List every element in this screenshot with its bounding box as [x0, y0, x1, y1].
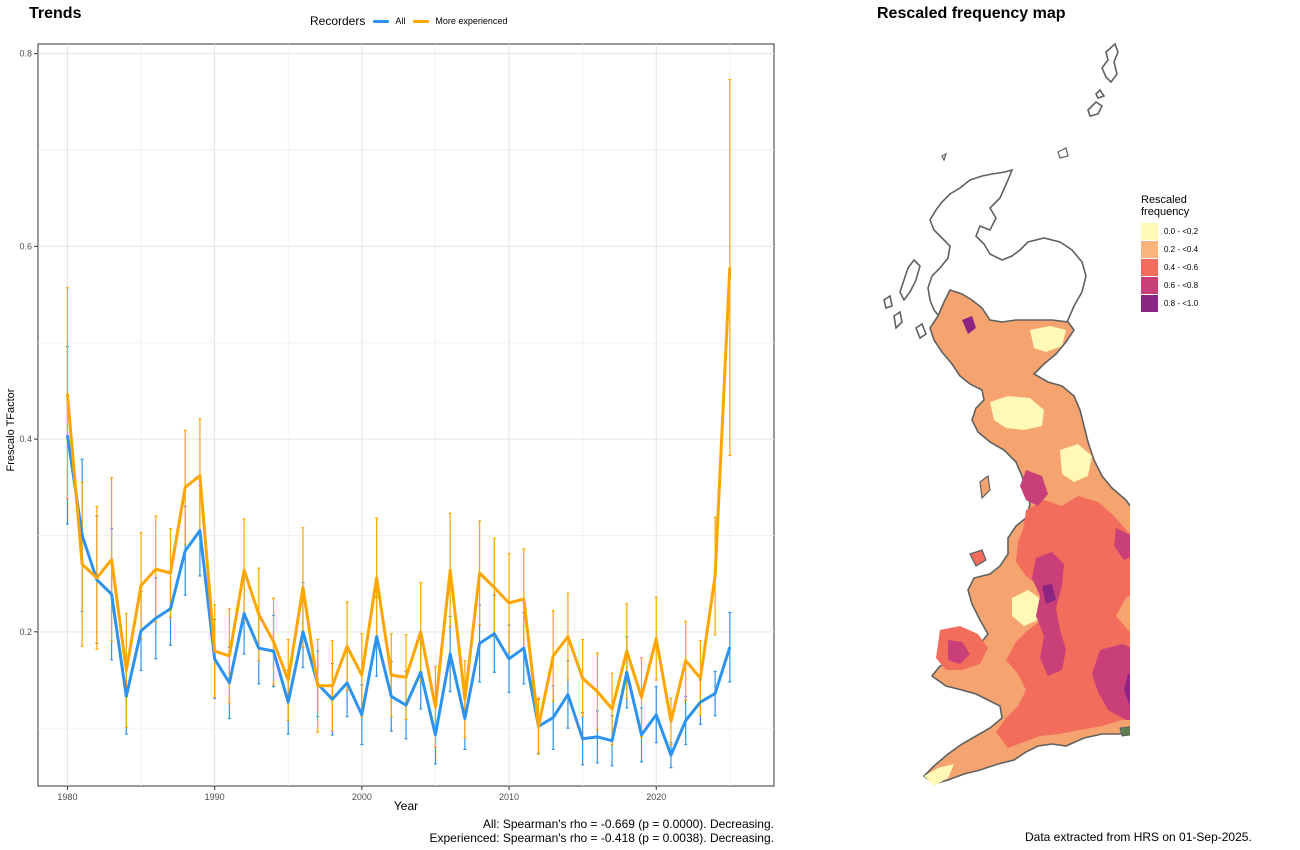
x-axis-label: Year [394, 799, 418, 813]
high-intensity-yorkshire [1114, 528, 1130, 560]
map-legend-item-0: 0.0 - <0.2 [1141, 222, 1198, 240]
x-tick-label: 2020 [646, 792, 666, 802]
map-legend-swatch-0 [1141, 222, 1158, 240]
y-tick-label: 0.8 [19, 49, 32, 59]
high-intensity-south [1092, 644, 1130, 720]
errorbar-more-experienced [728, 79, 732, 457]
errorbar-more-experienced [65, 287, 69, 500]
series-layer [65, 267, 732, 757]
map-legend-swatch-2 [1141, 258, 1158, 276]
map-legend: Rescaled frequency 0.0 - <0.2 0.2 - <0.4… [1141, 194, 1198, 312]
footer-line-all: All: Spearman's rho = -0.669 (p = 0.0000… [482, 817, 774, 831]
map-legend-swatch-3 [1141, 276, 1158, 294]
map-legend-item-4: 0.8 - <1.0 [1141, 294, 1198, 312]
pale-area-wales [1012, 590, 1042, 626]
high-intensity-cumbria [1020, 470, 1048, 506]
legend-item-experienced: More experienced [413, 16, 507, 26]
series-line-all [65, 434, 732, 757]
map-legend-swatch-1 [1141, 240, 1158, 258]
map-legend-swatch-4 [1141, 294, 1158, 312]
legend-swatch-all [373, 19, 390, 23]
tick-layer: 1980 1990 2000 2010 2020 0.2 0.4 0.6 0.8 [19, 49, 666, 802]
y-tick-label: 0.4 [19, 434, 32, 444]
x-tick-label: 1980 [57, 792, 77, 802]
footer-line-experienced: Experienced: Spearman's rho = -0.418 (p … [429, 831, 775, 845]
high-intensity-pembroke [948, 640, 970, 664]
map-legend-label-3: 0.6 - <0.8 [1164, 280, 1199, 290]
western-isles-outline [883, 258, 927, 340]
map-legend-title: Rescaled frequency [1141, 194, 1190, 218]
map-legend-label-1: 0.2 - <0.4 [1164, 244, 1199, 254]
y-tick-label: 0.2 [19, 627, 32, 637]
pale-area-north [1030, 326, 1066, 352]
frequency-map [883, 42, 1130, 786]
map-title: Rescaled frequency map [877, 5, 1066, 22]
map-legend-label-2: 0.4 - <0.6 [1164, 262, 1199, 272]
chart-legend: Recorders All More experienced [310, 12, 507, 30]
map-footer: Data extracted from HRS on 01-Sep-2025. [1025, 830, 1252, 844]
chart-title: Trends [29, 5, 82, 22]
isle-of-man [979, 474, 991, 500]
x-tick-label: 2010 [499, 792, 519, 802]
trend-chart: 1980 1990 2000 2010 2020 0.2 0.4 0.6 0.8 Year Fr… [5, 43, 775, 813]
legend-label-experienced: More experienced [435, 16, 508, 26]
legend-swatch-experienced [413, 19, 430, 23]
pale-area-pennines [1060, 444, 1092, 482]
cornwall-tip [924, 764, 954, 786]
islands-outline [941, 147, 1069, 162]
map-legend-label-0: 0.0 - <0.2 [1164, 226, 1199, 236]
map-legend-item-1: 0.2 - <0.4 [1141, 240, 1198, 258]
top-intensity-southeast [1124, 673, 1130, 706]
map-legend-label-4: 0.8 - <1.0 [1164, 298, 1199, 308]
isle-of-wight [1119, 726, 1130, 737]
x-tick-label: 1990 [205, 792, 225, 802]
x-tick-label: 2000 [352, 792, 372, 802]
high-intensity-welsh-border [1032, 552, 1066, 676]
top-intensity-wales [1042, 584, 1056, 604]
legend-label-all: All [395, 16, 406, 26]
y-tick-label: 0.6 [19, 241, 32, 251]
legend-item-all: All [373, 16, 405, 26]
shetland-orkney-outline [1087, 42, 1119, 117]
legend-title: Recorders [310, 14, 366, 28]
pale-area-southern-uplands [990, 396, 1044, 430]
map-legend-item-3: 0.6 - <0.8 [1141, 276, 1198, 294]
chart-footer: All: Spearman's rho = -0.669 (p = 0.0000… [274, 817, 775, 845]
y-axis-label: Frescalo TFactor [5, 388, 17, 471]
top-intensity-west-highlands [962, 316, 976, 334]
anglesey [969, 549, 987, 567]
map-legend-item-2: 0.4 - <0.6 [1141, 258, 1198, 276]
series-line-more-experienced [65, 267, 732, 728]
